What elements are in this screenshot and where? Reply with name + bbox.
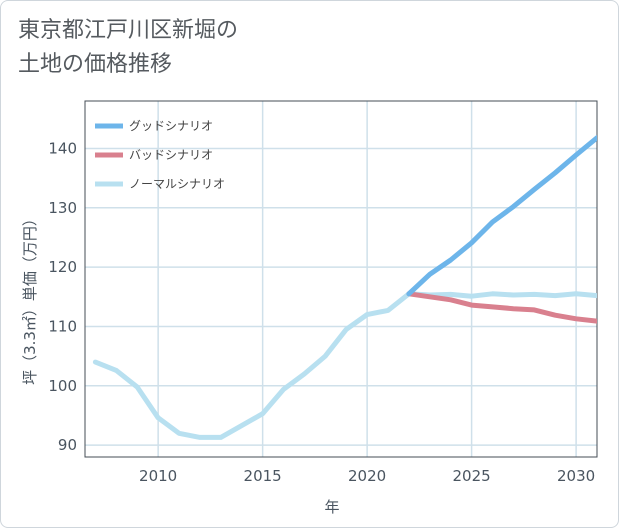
x-tick-label: 2010 xyxy=(139,467,177,485)
tick-labels: 2010 2015 2020 2025 2030 90 100 110 120 130 140 xyxy=(48,139,595,485)
y-tick-label: 140 xyxy=(48,139,77,157)
y-axis-label: 坪（3.3㎡）単価（万円） xyxy=(21,211,39,385)
y-tick-label: 90 xyxy=(58,436,77,454)
series-lines xyxy=(92,135,597,440)
y-tick-label: 110 xyxy=(48,317,77,335)
y-tick-label: 100 xyxy=(48,377,77,395)
legend-label-1: バッドシナリオ xyxy=(129,148,213,162)
y-tick-label: 120 xyxy=(48,258,77,276)
chart-title-line-2: 土地の価格推移 xyxy=(18,52,173,77)
y-tick-label: 130 xyxy=(48,199,77,217)
legend-label-2: ノーマルシナリオ xyxy=(129,177,225,191)
series-line-2 xyxy=(92,291,597,440)
x-tick-label: 2020 xyxy=(348,467,386,485)
x-tick-label: 2030 xyxy=(557,467,595,485)
series-line-0 xyxy=(406,135,597,297)
x-tick-label: 2025 xyxy=(453,467,491,485)
legend-label-0: グッドシナリオ xyxy=(129,119,213,133)
x-axis-label: 年 xyxy=(324,498,339,516)
series-line-1 xyxy=(406,291,597,324)
x-tick-label: 2015 xyxy=(244,467,282,485)
chart-title-line-1: 東京都江戸川区新堀の xyxy=(18,18,239,43)
plot-border xyxy=(84,100,598,458)
chart-title: 東京都江戸川区新堀の 土地の価格推移 xyxy=(18,14,358,82)
